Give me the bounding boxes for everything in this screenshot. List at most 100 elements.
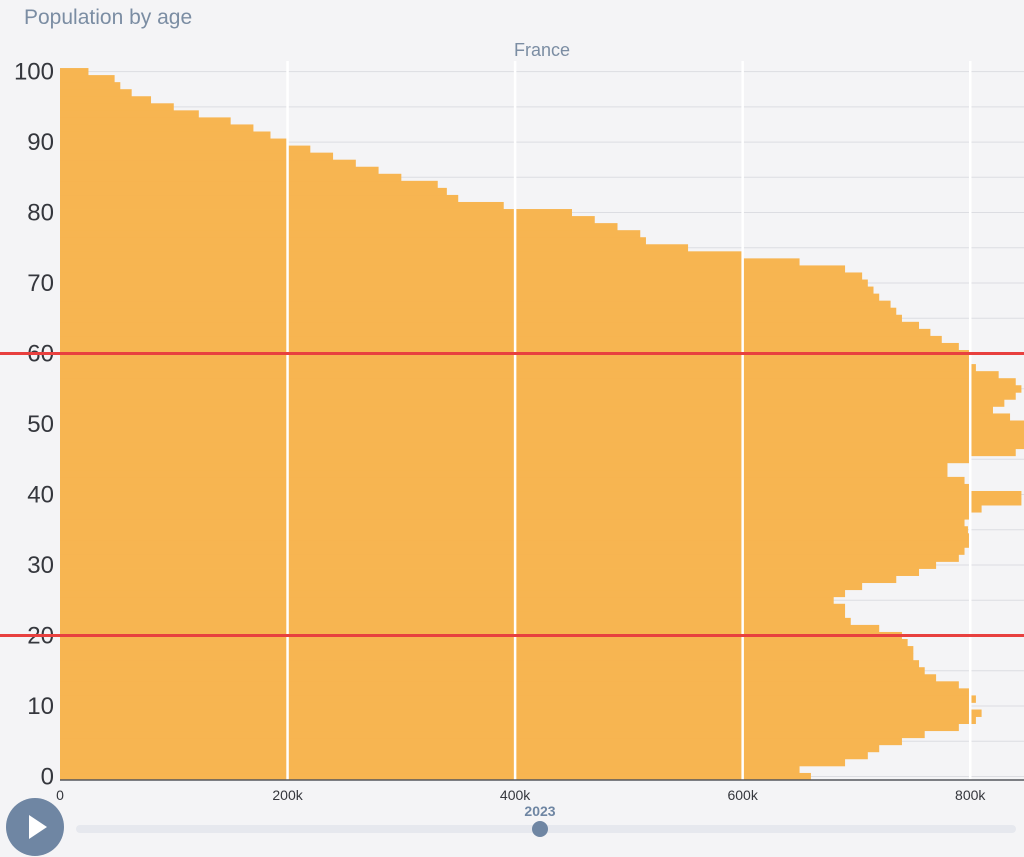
bar-age-4	[60, 744, 880, 753]
bar-age-87	[60, 159, 356, 168]
bar-age-84	[60, 180, 438, 189]
bar-age-68	[60, 293, 880, 302]
year-label: 2023	[524, 803, 556, 819]
bar-age-2	[60, 758, 846, 767]
bar-age-73	[60, 258, 800, 266]
bar-age-13	[60, 681, 959, 689]
bar-age-39	[60, 498, 1022, 506]
bar-age-47	[60, 441, 1024, 450]
bar-age-0	[60, 772, 811, 781]
x-tick-label: 800k	[955, 787, 986, 800]
bar-age-66	[60, 307, 897, 316]
bar-age-67	[60, 300, 891, 309]
bar-age-78	[60, 223, 618, 231]
bar-age-51	[60, 413, 1011, 421]
bar-age-89	[60, 145, 311, 154]
y-tick-label: 100	[14, 59, 54, 86]
bar-age-91	[60, 131, 271, 139]
bar-age-49	[60, 427, 1024, 435]
play-button[interactable]	[6, 798, 64, 856]
bar-age-100	[60, 68, 89, 76]
bar-age-71	[60, 272, 863, 280]
y-tick-label: 40	[27, 482, 54, 509]
bar-age-6	[60, 730, 925, 739]
bar-age-70	[60, 279, 868, 287]
bar-age-62	[60, 335, 942, 344]
y-tick-label: 70	[27, 270, 54, 297]
bar-age-17	[60, 653, 914, 661]
page-title: Population by age	[24, 6, 193, 29]
bar-age-30	[60, 561, 937, 569]
x-tick-label: 600k	[727, 787, 758, 800]
bar-age-58	[60, 364, 976, 372]
bar-age-15	[60, 667, 925, 675]
y-tick-label: 80	[27, 200, 54, 227]
bar-age-11	[60, 695, 976, 703]
bar-age-83	[60, 187, 447, 196]
bar-age-99	[60, 75, 115, 83]
bar-age-48	[60, 434, 1024, 443]
bar-age-77	[60, 230, 641, 238]
bar-age-56	[60, 378, 1016, 386]
bar-age-40	[60, 490, 1022, 499]
bar-age-36	[60, 519, 965, 527]
bar-age-42	[60, 476, 965, 485]
bar-age-16	[60, 660, 920, 668]
bar-age-31	[60, 554, 959, 562]
bar-age-69	[60, 286, 874, 295]
play-icon	[29, 815, 47, 839]
bar-age-97	[60, 89, 132, 97]
bar-age-54	[60, 392, 1016, 400]
bar-age-98	[60, 82, 121, 90]
bar-age-19	[60, 639, 908, 647]
year-slider-thumb[interactable]	[532, 821, 548, 837]
bar-age-64	[60, 321, 920, 330]
bar-age-38	[60, 505, 982, 513]
bar-age-81	[60, 201, 504, 210]
bar-age-43	[60, 469, 948, 478]
bar-age-27	[60, 582, 863, 591]
bar-age-14	[60, 674, 937, 682]
bar-age-65	[60, 314, 902, 323]
bar-age-55	[60, 385, 1022, 393]
bar-age-26	[60, 589, 846, 598]
bar-age-28	[60, 575, 897, 584]
bar-age-7	[60, 723, 959, 732]
bar-age-93	[60, 117, 231, 125]
bar-age-23	[60, 610, 846, 619]
bar-age-86	[60, 166, 379, 175]
bar-age-90	[60, 138, 288, 146]
bar-age-76	[60, 237, 646, 245]
bar-age-72	[60, 265, 846, 273]
bar-age-63	[60, 328, 931, 337]
bar-age-85	[60, 173, 402, 182]
bar-age-24	[60, 603, 846, 612]
x-tick-label: 0	[56, 787, 64, 800]
y-tick-label: 30	[27, 552, 54, 579]
bar-age-1	[60, 765, 800, 774]
bar-age-57	[60, 371, 999, 379]
y-tick-label: 50	[27, 411, 54, 438]
bar-age-52	[60, 406, 993, 414]
bar-age-32	[60, 547, 965, 555]
bar-age-95	[60, 103, 174, 111]
x-tick-label: 400k	[500, 787, 531, 800]
bar-age-53	[60, 399, 1005, 407]
bar-age-96	[60, 96, 152, 104]
bar-age-44	[60, 462, 948, 471]
bar-age-8	[60, 716, 976, 725]
bar-age-46	[60, 448, 1016, 457]
bar-age-21	[60, 624, 880, 633]
bar-age-22	[60, 617, 851, 626]
bar-age-5	[60, 737, 902, 746]
bar-age-9	[60, 709, 982, 717]
bar-age-50	[60, 420, 1024, 428]
bar-age-80	[60, 209, 572, 217]
bar-age-88	[60, 152, 334, 161]
bar-age-74	[60, 251, 743, 259]
bar-age-29	[60, 568, 920, 576]
bar-age-92	[60, 124, 254, 132]
y-tick-label: 90	[27, 129, 54, 156]
y-tick-label: 0	[41, 763, 54, 790]
